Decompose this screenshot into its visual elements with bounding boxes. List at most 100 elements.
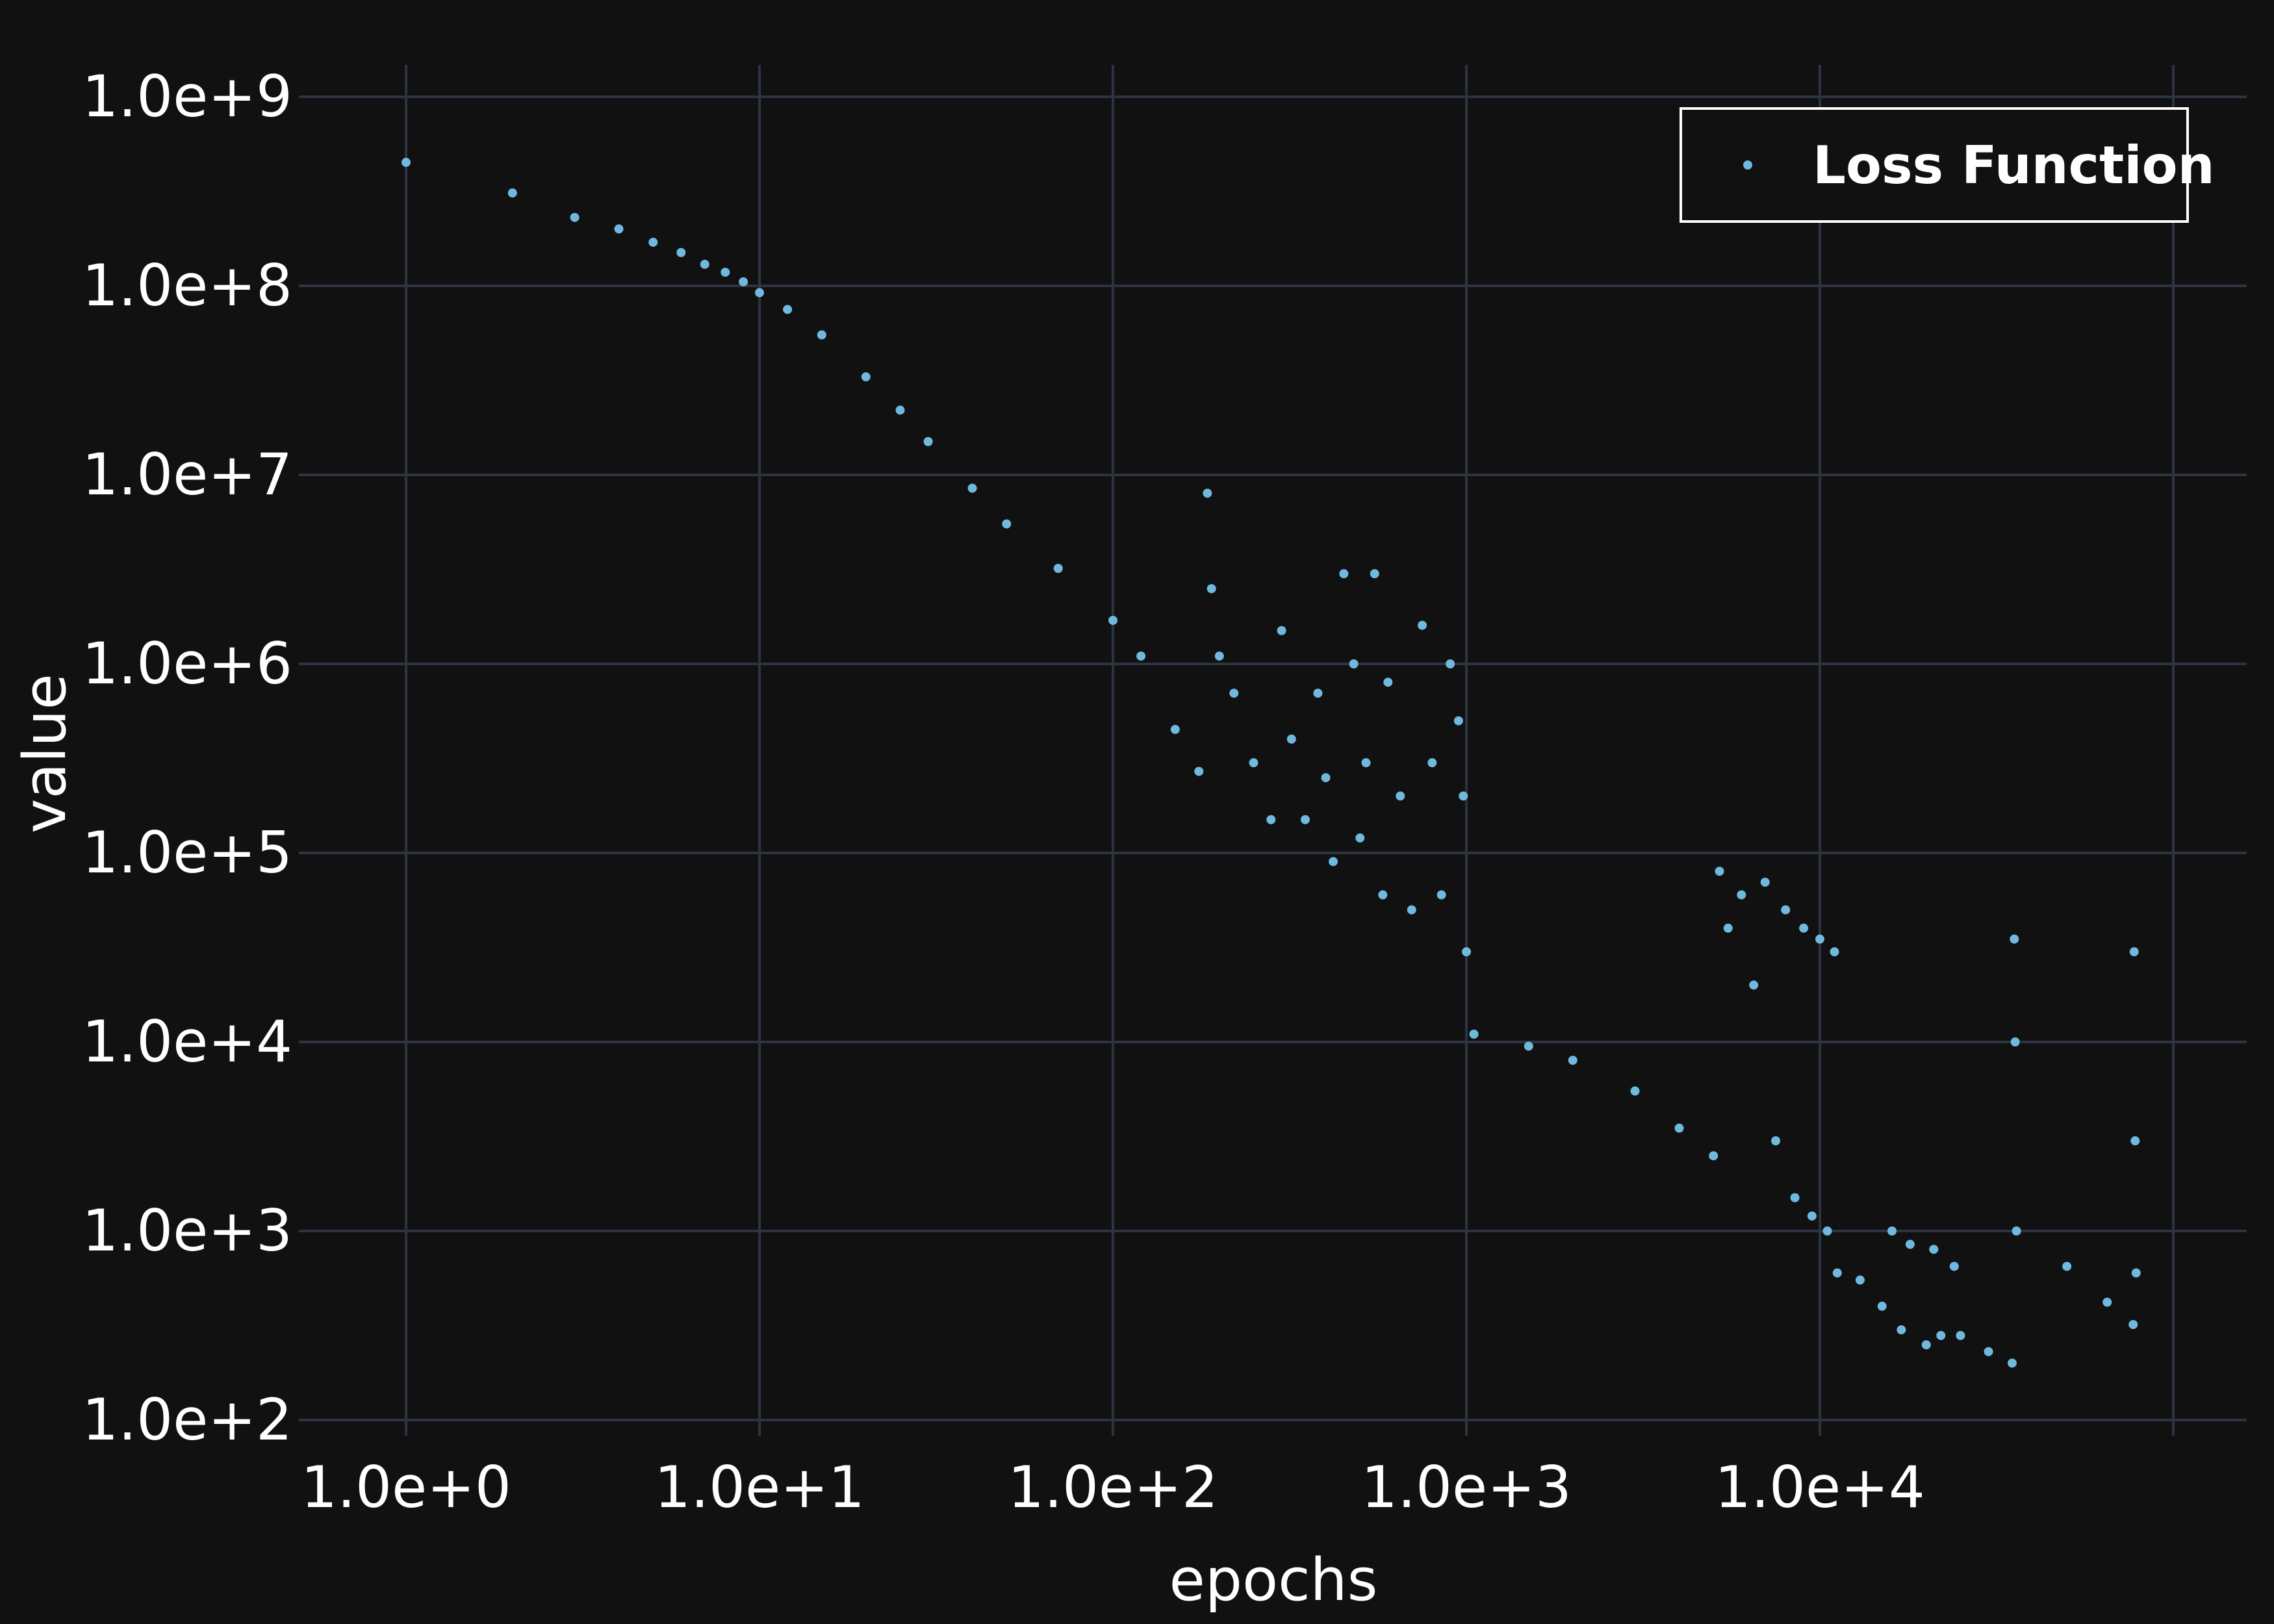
legend-box xyxy=(1680,107,2189,223)
data-point xyxy=(1822,1226,1832,1236)
data-point xyxy=(1370,569,1379,579)
data-point xyxy=(1108,615,1118,625)
data-point xyxy=(1936,1330,1946,1340)
data-point xyxy=(1830,947,1839,957)
data-points xyxy=(402,157,2141,1368)
data-point xyxy=(1855,1275,1865,1285)
y-tick-label: 1.0e+3 xyxy=(82,1197,292,1264)
data-point xyxy=(1921,1340,1931,1350)
data-point xyxy=(1715,867,1724,876)
x-tick-label: 1.0e+4 xyxy=(1715,1454,1925,1521)
data-point xyxy=(1799,923,1809,933)
data-point xyxy=(1300,815,1310,824)
y-tick-label: 1.0e+2 xyxy=(82,1386,292,1453)
data-point xyxy=(1749,980,1759,990)
data-point xyxy=(1630,1086,1640,1096)
y-tick-label: 1.0e+8 xyxy=(82,252,292,319)
data-point xyxy=(1807,1211,1817,1221)
data-point xyxy=(861,372,871,382)
data-point xyxy=(570,212,580,222)
data-point xyxy=(1277,626,1286,635)
data-point xyxy=(1313,689,1323,698)
data-point xyxy=(1339,569,1349,579)
data-point xyxy=(1383,678,1393,687)
x-axis-ticks: 1.0e+0 1.0e+1 1.0e+2 1.0e+3 1.0e+4 xyxy=(301,1454,1925,1521)
data-point xyxy=(1002,519,1012,529)
data-point xyxy=(739,277,748,286)
data-point xyxy=(648,237,658,247)
data-point xyxy=(1760,878,1770,887)
data-point xyxy=(755,288,764,298)
data-point xyxy=(1790,1193,1800,1202)
y-tick-label: 1.0e+7 xyxy=(82,441,292,508)
grid-lines xyxy=(299,65,2247,1436)
data-point xyxy=(1418,620,1427,630)
data-point xyxy=(1781,905,1791,915)
y-axis-ticks: 1.0e+9 1.0e+8 1.0e+7 1.0e+6 1.0e+5 1.0e+4 1.0e… xyxy=(82,63,292,1453)
data-point xyxy=(1194,767,1204,776)
data-point xyxy=(1469,1029,1479,1039)
data-point xyxy=(1723,923,1733,933)
legend: Loss Function xyxy=(1680,107,2215,223)
legend-label: Loss Function xyxy=(1813,135,2215,196)
data-point xyxy=(1407,905,1416,915)
data-point xyxy=(1887,1226,1897,1236)
data-point xyxy=(1229,689,1239,698)
data-point xyxy=(1459,791,1468,801)
data-point xyxy=(1266,815,1276,824)
data-point xyxy=(1207,584,1216,594)
data-point xyxy=(1361,758,1371,768)
data-point xyxy=(1524,1041,1533,1051)
data-point xyxy=(1832,1268,1842,1278)
data-point xyxy=(1378,890,1388,900)
data-point xyxy=(2131,1268,2141,1278)
y-axis-title: value xyxy=(11,674,79,833)
x-tick-label: 1.0e+3 xyxy=(1361,1454,1572,1521)
data-point xyxy=(1905,1239,1915,1249)
y-tick-label: 1.0e+9 xyxy=(82,63,292,130)
data-point xyxy=(1396,791,1405,801)
data-point xyxy=(1956,1330,1965,1340)
data-point xyxy=(895,405,905,415)
data-point xyxy=(1674,1123,1684,1133)
data-point xyxy=(676,247,686,257)
data-point xyxy=(1984,1347,1993,1356)
data-point xyxy=(1815,934,1824,944)
data-point xyxy=(2012,1226,2021,1236)
y-tick-label: 1.0e+6 xyxy=(82,630,292,697)
data-point xyxy=(923,437,933,446)
data-point xyxy=(1929,1245,1939,1254)
data-point xyxy=(2062,1262,2072,1271)
y-tick-label: 1.0e+4 xyxy=(82,1008,292,1075)
data-point xyxy=(1437,890,1446,900)
data-point xyxy=(1329,857,1338,867)
x-tick-label: 1.0e+0 xyxy=(301,1454,511,1521)
data-point xyxy=(1771,1136,1781,1146)
data-point xyxy=(1897,1325,1906,1335)
data-point xyxy=(1709,1151,1718,1161)
data-point xyxy=(1568,1056,1578,1065)
data-point xyxy=(2130,1136,2140,1146)
data-point xyxy=(2010,1037,2020,1047)
data-point xyxy=(1949,1262,1959,1271)
data-point xyxy=(1170,724,1180,734)
data-point xyxy=(2007,1358,2017,1368)
x-tick-label: 1.0e+1 xyxy=(654,1454,865,1521)
x-axis-title: epochs xyxy=(1169,1546,1378,1614)
data-point xyxy=(1462,947,1471,957)
data-point xyxy=(1427,758,1437,768)
data-point xyxy=(1249,758,1258,768)
data-point xyxy=(2128,1320,2138,1330)
data-point xyxy=(1214,651,1224,661)
data-point xyxy=(817,330,826,340)
data-point xyxy=(1053,564,1063,574)
data-point xyxy=(1355,833,1365,843)
data-point xyxy=(1203,488,1212,498)
legend-marker xyxy=(1743,160,1752,170)
data-point xyxy=(700,259,709,269)
data-point xyxy=(614,224,624,234)
y-tick-label: 1.0e+5 xyxy=(82,819,292,886)
data-point xyxy=(967,483,977,493)
